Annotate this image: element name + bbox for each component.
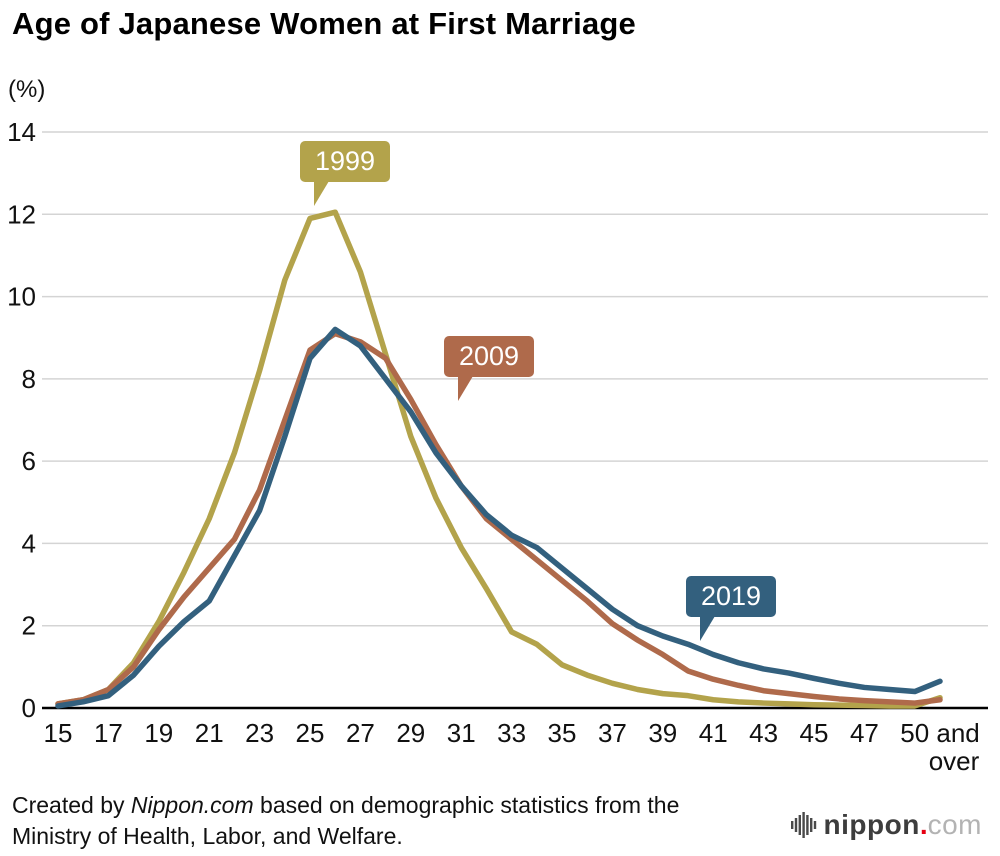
svg-text:33: 33 xyxy=(497,718,526,748)
logo-brand: nippon xyxy=(823,809,920,840)
source-note-suffix: based on demographic statistics from the… xyxy=(12,792,680,850)
svg-text:14: 14 xyxy=(7,117,36,147)
svg-text:8: 8 xyxy=(22,364,36,394)
svg-text:25: 25 xyxy=(296,718,325,748)
svg-text:50 and: 50 and xyxy=(900,718,980,748)
svg-text:12: 12 xyxy=(7,199,36,229)
svg-text:19: 19 xyxy=(144,718,173,748)
svg-text:23: 23 xyxy=(245,718,274,748)
source-note: Created by Nippon.com based on demograph… xyxy=(12,790,742,852)
svg-text:0: 0 xyxy=(22,693,36,723)
series-label-2019: 2019 xyxy=(686,576,777,641)
nippon-logo[interactable]: nippon.com xyxy=(790,810,982,840)
series-label-2019-text: 2019 xyxy=(701,581,762,611)
nippon-logo-icon xyxy=(790,812,816,838)
svg-text:10: 10 xyxy=(7,282,36,312)
svg-text:6: 6 xyxy=(22,446,36,476)
series-label-2009-text: 2009 xyxy=(459,341,520,371)
chart-area: 0 2 4 6 8 10 12 14 15 17 19 21 23 25 27 29 31 33 35 37 39 41 4… xyxy=(0,100,1000,790)
source-note-prefix: Created by xyxy=(12,792,131,818)
logo-tld: com xyxy=(927,809,982,840)
svg-text:41: 41 xyxy=(699,718,728,748)
y-axis-unit-label: (%) xyxy=(8,76,46,103)
svg-text:45: 45 xyxy=(800,718,829,748)
svg-text:15: 15 xyxy=(44,718,73,748)
svg-text:2: 2 xyxy=(22,611,36,641)
page-title: Age of Japanese Women at First Marriage xyxy=(12,6,636,41)
svg-text:29: 29 xyxy=(396,718,425,748)
svg-text:37: 37 xyxy=(598,718,627,748)
series-label-2009: 2009 xyxy=(444,336,535,401)
svg-text:31: 31 xyxy=(447,718,476,748)
logo-dot: . xyxy=(919,809,928,840)
logo-wordmark: nippon.com xyxy=(824,811,982,839)
svg-text:17: 17 xyxy=(94,718,123,748)
svg-text:over: over xyxy=(929,746,980,776)
svg-text:43: 43 xyxy=(749,718,778,748)
svg-text:4: 4 xyxy=(22,528,36,558)
series-label-1999: 1999 xyxy=(300,141,391,206)
line-chart: 0 2 4 6 8 10 12 14 15 17 19 21 23 25 27 29 31 33 35 37 39 41 4… xyxy=(7,117,988,776)
series-label-1999-text: 1999 xyxy=(315,146,376,176)
svg-text:47: 47 xyxy=(850,718,879,748)
svg-text:35: 35 xyxy=(548,718,577,748)
svg-text:21: 21 xyxy=(195,718,224,748)
svg-text:27: 27 xyxy=(346,718,375,748)
source-note-source: Nippon.com xyxy=(130,792,254,818)
svg-text:39: 39 xyxy=(648,718,677,748)
